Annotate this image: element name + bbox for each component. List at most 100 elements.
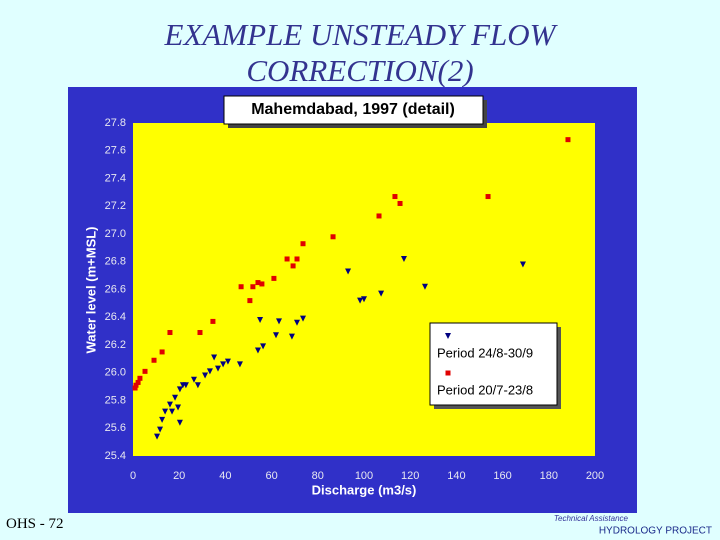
- chart-title: Mahemdabad, 1997 (detail): [251, 101, 455, 118]
- y-tick-label: 25.8: [105, 394, 126, 406]
- point: [254, 347, 261, 354]
- point: [519, 261, 526, 268]
- point: [133, 382, 139, 388]
- point: [271, 275, 277, 281]
- point: [421, 283, 428, 290]
- point: [175, 404, 182, 411]
- legend-marker: [445, 333, 451, 339]
- point: [182, 382, 189, 389]
- footer: OHS - 72: [6, 516, 64, 532]
- y-tick-label: 27.6: [105, 145, 126, 157]
- point: [194, 382, 201, 389]
- point: [224, 358, 231, 365]
- point: [361, 296, 367, 303]
- point: [257, 317, 264, 324]
- point: [255, 280, 261, 286]
- y-tick-label: 26.6: [105, 283, 126, 295]
- point: [272, 332, 279, 339]
- point: [159, 416, 166, 423]
- logo-caption: Technical Assistance: [554, 514, 629, 523]
- legend-label: Period 20/7-23/8: [437, 382, 533, 397]
- point: [166, 401, 173, 408]
- point: [397, 200, 403, 206]
- point: [250, 284, 256, 290]
- point: [378, 290, 385, 297]
- point: [169, 408, 176, 415]
- y-tick-label: 27.0: [105, 228, 126, 240]
- point: [565, 137, 571, 143]
- point: [159, 349, 165, 355]
- point: [211, 354, 218, 361]
- x-tick-label: 0: [130, 470, 136, 482]
- point: [275, 318, 282, 325]
- logo-text: HYDROLOGY PROJECT: [599, 526, 712, 537]
- y-tick-label: 27.2: [105, 200, 126, 212]
- point: [376, 213, 382, 219]
- point: [236, 361, 243, 368]
- point: [176, 386, 183, 393]
- point: [154, 433, 161, 440]
- y-tick-label: 26.2: [105, 339, 126, 351]
- y-tick-label: 26.8: [105, 256, 126, 268]
- point: [485, 194, 491, 200]
- legend: [429, 322, 558, 406]
- x-tick-label: 60: [265, 470, 277, 482]
- point: [220, 361, 227, 368]
- point: [300, 315, 307, 322]
- point: [162, 408, 169, 415]
- point: [260, 343, 267, 350]
- legend-marker: [445, 370, 451, 376]
- x-tick-label: 140: [447, 470, 465, 482]
- y-tick-label: 27.8: [105, 117, 126, 129]
- point: [197, 330, 203, 336]
- point: [202, 372, 209, 379]
- point: [294, 256, 300, 262]
- y-tick-label: 25.6: [105, 422, 126, 434]
- title-box: [223, 95, 484, 125]
- point: [135, 379, 141, 385]
- x-tick-label: 20: [173, 470, 185, 482]
- y-tick-label: 26.0: [105, 367, 126, 379]
- x-axis-label: Discharge (m3/s): [312, 482, 417, 497]
- y-axis-label: Water level (m+MSL): [83, 226, 98, 353]
- point: [172, 394, 179, 401]
- point: [259, 281, 265, 287]
- point: [392, 194, 398, 200]
- x-tick-label: 40: [219, 470, 231, 482]
- point: [215, 365, 222, 372]
- x-tick-label: 200: [586, 470, 604, 482]
- x-tick-label: 120: [401, 470, 419, 482]
- y-tick-label: 26.4: [105, 311, 126, 323]
- y-tick-label: 25.4: [105, 450, 126, 462]
- point: [157, 426, 164, 433]
- point: [167, 330, 173, 336]
- point: [345, 268, 352, 275]
- point: [176, 419, 183, 426]
- y-tick-label: 27.4: [105, 172, 126, 184]
- point: [294, 319, 301, 326]
- point: [290, 263, 296, 269]
- point: [206, 368, 213, 375]
- x-tick-label: 160: [493, 470, 511, 482]
- point: [210, 318, 216, 324]
- point: [137, 375, 143, 381]
- point: [247, 298, 253, 304]
- point: [142, 368, 148, 374]
- x-tick-label: 80: [312, 470, 324, 482]
- point: [400, 255, 407, 262]
- legend-label: Period 24/8-30/9: [437, 345, 533, 360]
- point: [151, 357, 157, 363]
- x-tick-label: 180: [540, 470, 558, 482]
- point: [300, 241, 306, 247]
- point: [330, 234, 336, 240]
- point: [238, 284, 244, 290]
- point: [190, 376, 197, 383]
- point: [284, 256, 290, 262]
- point: [132, 385, 138, 391]
- point: [288, 333, 295, 340]
- point: [357, 297, 364, 304]
- slide-title: EXAMPLE UNSTEADY FLOW: [164, 17, 556, 52]
- slide-title: CORRECTION(2): [246, 53, 474, 88]
